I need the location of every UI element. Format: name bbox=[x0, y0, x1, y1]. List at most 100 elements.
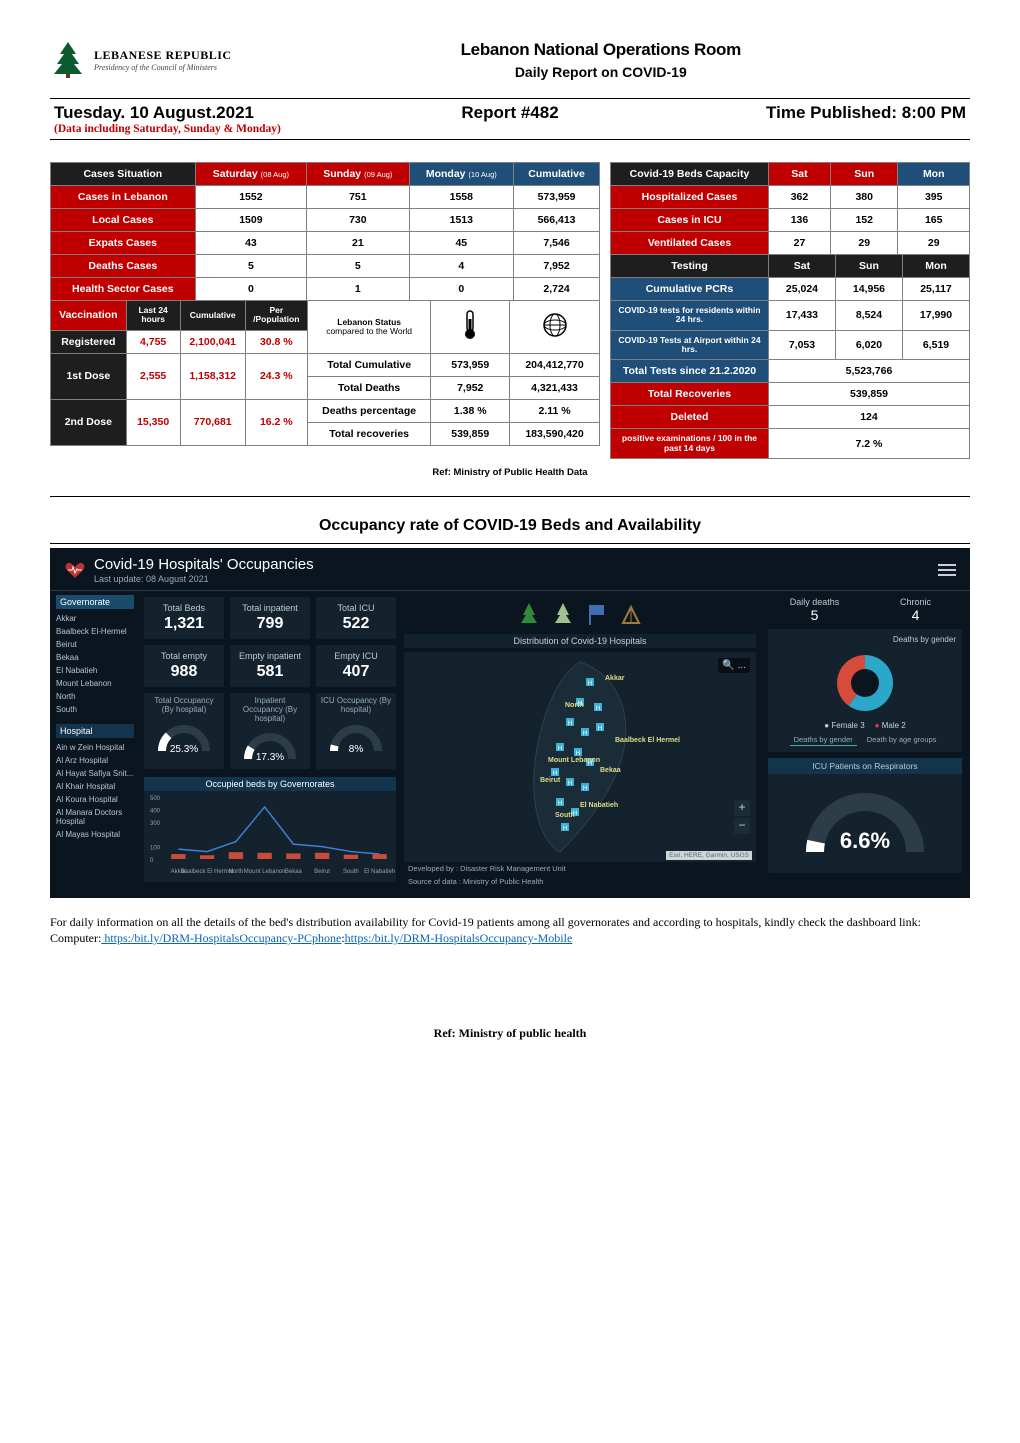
cases-cell: 5 bbox=[195, 255, 307, 278]
status-cell: 204,412,770 bbox=[510, 353, 600, 376]
hospital-header: Hospital bbox=[56, 724, 134, 738]
map-panel: Distribution of Covid-19 Hospitals HHHHH… bbox=[400, 591, 760, 891]
cases-cell: 1552 bbox=[195, 186, 307, 209]
testing-cell: 8,524 bbox=[835, 301, 902, 331]
hospital-item[interactable]: Ain w Zein Hospital bbox=[56, 741, 134, 754]
dashboard-title: Covid-19 Hospitals' Occupancies bbox=[94, 556, 314, 573]
svg-text:North: North bbox=[229, 869, 244, 875]
cases-cell: 7,546 bbox=[514, 232, 600, 255]
beds-col-mon: Mon bbox=[898, 163, 970, 186]
svg-text:Mount Lebanon: Mount Lebanon bbox=[244, 869, 286, 875]
developed-by-label: Developed by : Disaster Risk Management … bbox=[404, 862, 756, 875]
cards-panel: Total Beds1,321 Total inpatient799 Total… bbox=[140, 591, 400, 891]
hospital-item[interactable]: Al Mayas Hospital bbox=[56, 828, 134, 841]
top-tables-region: Cases Situation Saturday (08 Aug) Sunday… bbox=[50, 162, 970, 459]
divider bbox=[50, 496, 970, 497]
cases-row-label: Cases in Lebanon bbox=[51, 186, 196, 209]
beds-row-label: Cases in ICU bbox=[611, 209, 769, 232]
tab-deaths-by-gender[interactable]: Deaths by gender bbox=[790, 734, 857, 746]
map-attribution: Esri, HERE, Garmin, USGS bbox=[666, 851, 752, 860]
vacc-cell: 24.3 % bbox=[245, 353, 307, 399]
svg-text:H: H bbox=[568, 721, 572, 727]
cases-cell: 1509 bbox=[195, 209, 307, 232]
divider bbox=[50, 139, 970, 140]
cases-cell: 45 bbox=[409, 232, 514, 255]
presidency-label: Presidency of the Council of Ministers bbox=[94, 63, 232, 72]
governorate-list-panel: Governorate AkkarBaalbeck El-HermelBeiru… bbox=[50, 591, 140, 891]
governorate-item[interactable]: Bekaa bbox=[56, 651, 134, 664]
svg-text:Baalbeck El Hermel: Baalbeck El Hermel bbox=[181, 869, 234, 875]
cases-cell: 566,413 bbox=[514, 209, 600, 232]
governorate-item[interactable]: North bbox=[56, 690, 134, 703]
cases-row-label: Deaths Cases bbox=[51, 255, 196, 278]
status-cell: 7,952 bbox=[431, 376, 510, 399]
vacc-row-label: 2nd Dose bbox=[51, 399, 127, 445]
governorate-item[interactable]: Beirut bbox=[56, 638, 134, 651]
cases-row-label: Expats Cases bbox=[51, 232, 196, 255]
governorate-item[interactable]: Mount Lebanon bbox=[56, 677, 134, 690]
testing-table: Testing Sat Sun Mon Cumulative PCRs 25,0… bbox=[610, 254, 970, 459]
hospital-item[interactable]: Al Arz Hospital bbox=[56, 754, 134, 767]
report-info-row: Tuesday. 10 August.2021 Report #482 Time… bbox=[50, 101, 970, 123]
beds-row-label: Ventilated Cases bbox=[611, 232, 769, 255]
vacc-cell: 4,755 bbox=[126, 330, 180, 353]
hospital-item[interactable]: Al Koura Hospital bbox=[56, 793, 134, 806]
col-monday: Monday (10 Aug) bbox=[409, 163, 514, 186]
card-empty-icu: Empty ICU407 bbox=[316, 645, 396, 687]
hospital-item[interactable]: Al Khair Hospital bbox=[56, 780, 134, 793]
svg-text:H: H bbox=[563, 826, 567, 832]
svg-text:6.6%: 6.6% bbox=[840, 828, 890, 853]
map-zoom-in[interactable]: + bbox=[734, 800, 750, 816]
tab-death-by-age[interactable]: Death by age groups bbox=[863, 734, 941, 746]
testing-cell: 7,053 bbox=[768, 330, 835, 360]
governorate-item[interactable]: Akkar bbox=[56, 612, 134, 625]
report-number: Report #482 bbox=[461, 103, 558, 123]
link-mobile[interactable]: https:/bit.ly/DRM-HospitalsOccupancy-Mob… bbox=[345, 931, 573, 945]
gauge-icu-occupancy: ICU Occupancy (By hospital) 8% bbox=[316, 693, 396, 769]
svg-text:Beirut: Beirut bbox=[540, 777, 561, 784]
vacc-cell: 30.8 % bbox=[245, 330, 307, 353]
svg-text:400: 400 bbox=[150, 809, 161, 815]
testing-wide-value: 539,859 bbox=[768, 383, 969, 406]
menu-icon[interactable] bbox=[938, 564, 956, 576]
link-pcphone[interactable]: https:/bit.ly/DRM-HospitalsOccupancy-PCp… bbox=[101, 931, 341, 945]
svg-text:Mount Lebanon: Mount Lebanon bbox=[548, 757, 600, 764]
cases-cell: 43 bbox=[195, 232, 307, 255]
vacc-cell: 15,350 bbox=[126, 399, 180, 445]
governorate-item[interactable]: South bbox=[56, 703, 134, 716]
deaths-by-gender-donut bbox=[820, 648, 910, 718]
report-date: Tuesday. 10 August.2021 bbox=[54, 103, 254, 123]
svg-text:Bekaa: Bekaa bbox=[285, 869, 303, 875]
occupied-beds-chart: 0100300400500AkkarBaalbeck El HermelNort… bbox=[150, 795, 398, 875]
legend-male: ● Male 2 bbox=[875, 721, 906, 730]
lebanon-icon-cell bbox=[431, 301, 510, 354]
gauge-total-occupancy: Total Occupancy (By hospital) 25.3% bbox=[144, 693, 224, 769]
testing-wide-value: 5,523,766 bbox=[768, 360, 969, 383]
svg-text:Akkar: Akkar bbox=[605, 675, 625, 682]
report-title-main: Lebanon National Operations Room bbox=[232, 40, 970, 60]
card-total-beds: Total Beds1,321 bbox=[144, 597, 224, 639]
cases-cell: 573,959 bbox=[514, 186, 600, 209]
governorate-item[interactable]: Baalbeck El-Hermel bbox=[56, 625, 134, 638]
testing-row-label: COVID-19 tests for residents within 24 h… bbox=[611, 301, 769, 331]
cases-row-label: Health Sector Cases bbox=[51, 278, 196, 301]
map-search-icon[interactable]: 🔍 ... bbox=[718, 658, 750, 673]
governorate-item[interactable]: El Nabatieh bbox=[56, 664, 134, 677]
hospitals-map[interactable]: HHHHHHHHHHHHHHHAkkarNorthBaalbeck El Her… bbox=[404, 652, 756, 862]
status-row-label: Total Cumulative bbox=[307, 353, 431, 376]
status-cell: 539,859 bbox=[431, 422, 510, 445]
hospital-item[interactable]: Al Hayat Safiya Snit... bbox=[56, 767, 134, 780]
divider bbox=[50, 98, 970, 99]
hospital-item[interactable]: Al Manara Doctors Hospital bbox=[56, 806, 134, 828]
svg-text:H: H bbox=[558, 746, 562, 752]
svg-text:H: H bbox=[588, 681, 592, 687]
testing-cell: 25,024 bbox=[768, 278, 835, 301]
status-cell: 1.38 % bbox=[431, 399, 510, 422]
report-time: Time Published: 8:00 PM bbox=[766, 103, 966, 123]
testing-wide-label: positive examinations / 100 in the past … bbox=[611, 429, 769, 459]
tree-green-icon bbox=[518, 601, 540, 630]
flag-icon bbox=[586, 601, 608, 630]
testing-row-label: Cumulative PCRs bbox=[611, 278, 769, 301]
map-zoom-out[interactable]: − bbox=[734, 818, 750, 834]
beds-cell: 395 bbox=[898, 186, 970, 209]
